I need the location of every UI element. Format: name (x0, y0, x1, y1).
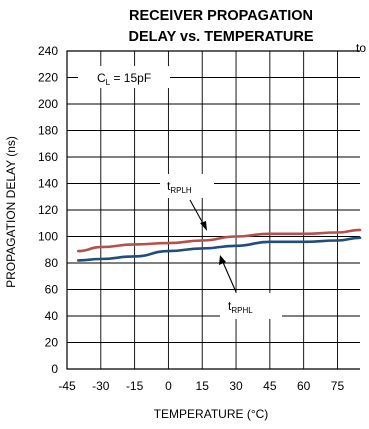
series-layer (77, 228, 362, 262)
tphl-series-label: tRPHL (228, 299, 253, 315)
y-tick-label: 20 (45, 336, 59, 350)
grid (66, 50, 360, 370)
annotation-layer: CL = 15pF tRPLH tRPHL (78, 66, 282, 319)
tick-labels: 0 20 40 60 80 100 120 140 160 180 200 220 240 -45 -30 -… (38, 44, 344, 393)
tphl-arrowhead (219, 255, 226, 265)
x-tick-label: 15 (196, 379, 210, 393)
x-tick-label: -30 (92, 379, 110, 393)
y-tick-label: 240 (38, 44, 58, 58)
chart-title-line-2: DELAY vs. TEMPERATURE (128, 29, 313, 45)
tplh-arrowhead (200, 221, 207, 231)
y-axis-label: PROPAGATION DELAY (ns) (4, 136, 18, 288)
y-tick-label: 80 (45, 256, 59, 270)
tphl-label-bg (220, 293, 282, 319)
tplh-series-label: tRPLH (167, 179, 192, 195)
load-capacitance-label: CL = 15pF (97, 71, 151, 87)
series-line-tphl (77, 236, 362, 262)
y-tick-label: 100 (38, 230, 58, 244)
x-tick-label: 60 (297, 379, 311, 393)
x-tick-label: 0 (165, 379, 172, 393)
condition-label-bg (78, 66, 170, 88)
y-tick-label: 140 (38, 177, 58, 191)
x-tick-label: -15 (126, 379, 144, 393)
tphl-leader-line (221, 259, 237, 293)
x-tick-label: 30 (229, 379, 243, 393)
corner-code-text: to (356, 41, 366, 55)
y-tick-label: 160 (38, 150, 58, 164)
y-tick-label: 200 (38, 97, 58, 111)
y-tick-label: 0 (51, 362, 58, 376)
x-tick-label: -45 (58, 379, 76, 393)
y-tick-label: 40 (45, 309, 59, 323)
y-tick-label: 180 (38, 124, 58, 138)
tplh-label-bg (160, 174, 214, 198)
y-tick-label: 220 (38, 71, 58, 85)
y-tick-label: 120 (38, 203, 58, 217)
chart-title-line-1: RECEIVER PROPAGATION (129, 8, 313, 24)
y-tick-label: 60 (45, 283, 59, 297)
series-line-tplh (77, 228, 362, 253)
x-axis-label: TEMPERATURE (°C) (154, 407, 269, 421)
x-tick-label: 75 (331, 379, 345, 393)
x-tick-label: 45 (263, 379, 277, 393)
plot-frame (66, 50, 360, 370)
